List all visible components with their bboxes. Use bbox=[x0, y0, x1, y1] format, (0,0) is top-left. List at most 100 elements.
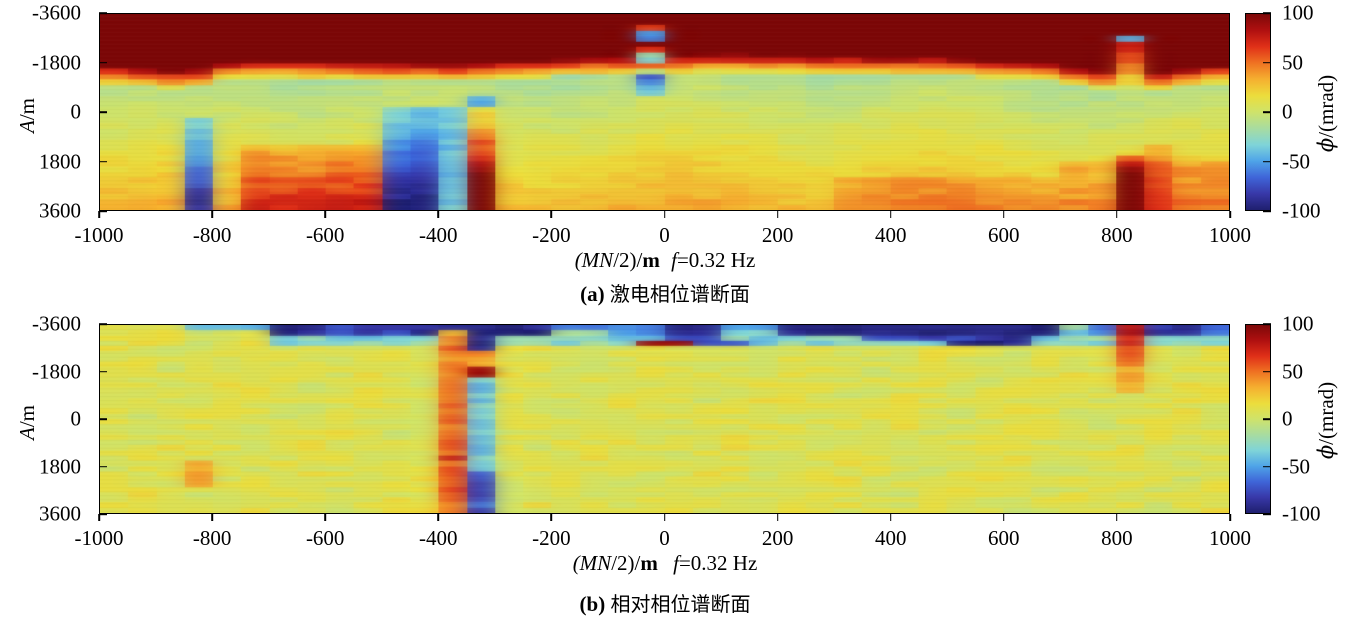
panel-a-heatmap bbox=[99, 13, 1230, 211]
colorbar-tick-mark bbox=[1263, 513, 1271, 515]
colorbar-tick-mark bbox=[1263, 323, 1271, 325]
panel-b-heatmap bbox=[99, 324, 1230, 514]
panel-a-xtick-mark bbox=[1229, 211, 1231, 218]
panel-a-xtick-label: -1000 bbox=[74, 223, 124, 247]
panel-b-xtick-mark bbox=[1003, 514, 1005, 521]
panel-a-ytick-label: 3600 bbox=[39, 198, 81, 223]
panel-a-xtick-mark bbox=[98, 211, 100, 218]
panel-a-y-axis-label: A/m bbox=[15, 98, 39, 133]
panel-b-ytick-mark bbox=[99, 323, 107, 325]
colorbar-tick-label: 100 bbox=[1282, 0, 1314, 25]
colorbar-tick-mark bbox=[1263, 210, 1271, 212]
panel-a-ytick-label: -3600 bbox=[32, 0, 81, 25]
panel-a-xtick-mark bbox=[663, 211, 666, 218]
panel-b-ytick-label: 1800 bbox=[39, 454, 81, 478]
colorbar-tick-mark bbox=[1263, 465, 1271, 468]
panel-a-xtick-mark bbox=[324, 211, 326, 218]
colorbar-tick-label: 50 bbox=[1282, 50, 1303, 74]
panel-b-ytick-label: 3600 bbox=[39, 501, 81, 526]
panel-b-xtick-label: -1000 bbox=[74, 526, 124, 550]
panel-a-caption-prefix: (a) bbox=[580, 282, 605, 306]
colorbar-tick-mark bbox=[1263, 111, 1271, 113]
panel-a-heatmap-canvas bbox=[100, 14, 1229, 210]
panel-b-ytick-label: 0 bbox=[70, 406, 82, 431]
panel-b-xtick-mark bbox=[550, 514, 553, 521]
panel-a-caption-text: 激电相位谱断面 bbox=[609, 282, 750, 306]
panel-b-ytick-label: -3600 bbox=[32, 311, 81, 336]
colorbar-tick-label: -50 bbox=[1282, 149, 1310, 173]
panel-a-ytick-label: 1800 bbox=[39, 149, 81, 173]
panel-b-xtick-label: 400 bbox=[874, 526, 907, 550]
panel-b-xtick-label: -200 bbox=[532, 526, 571, 550]
panel-b-xtick-mark bbox=[211, 514, 213, 521]
panel-b-ytick-mark bbox=[99, 418, 107, 420]
panel-a-xtick-label: -600 bbox=[305, 223, 345, 247]
panel-a-ytick-mark bbox=[99, 61, 107, 64]
panel-a-ytick-mark bbox=[99, 111, 107, 113]
panel-a-xtick-label: 200 bbox=[761, 223, 794, 247]
panel-b-xtick-label: 600 bbox=[988, 526, 1020, 550]
panel-b-caption-text: 相对相位谱断面 bbox=[610, 592, 751, 616]
panel-a-xtick-mark bbox=[1003, 211, 1005, 218]
panel-a-ytick-label: -1800 bbox=[32, 50, 81, 74]
panel-a-xtick-label: 0 bbox=[659, 223, 670, 247]
panel-a-xtick-mark bbox=[550, 211, 553, 218]
panel-b-ytick-mark bbox=[99, 513, 107, 515]
panel-b-xtick-label: -400 bbox=[419, 526, 458, 550]
panel-b-x-axis-label: (MN/2)/m f=0.32 Hz bbox=[572, 551, 758, 575]
panel-b-colorbar-label: ϕ/(mrad) bbox=[1314, 381, 1339, 460]
panel-a-xtick-mark bbox=[211, 211, 213, 218]
colorbar-tick-mark bbox=[1263, 418, 1271, 420]
panel-a-ytick-label: 0 bbox=[70, 99, 82, 124]
panel-b-y-axis-label: A/m bbox=[15, 405, 39, 440]
panel-b-xtick-mark bbox=[437, 514, 440, 521]
panel-b-caption: (b) 相对相位谱断面 bbox=[430, 588, 900, 617]
panel-a-xtick-label: -800 bbox=[192, 223, 232, 247]
panel-a-xtick-mark bbox=[1116, 211, 1118, 218]
panel-a-xtick-mark bbox=[776, 211, 779, 218]
panel-a-caption: (a) 激电相位谱断面 bbox=[430, 278, 900, 307]
panel-a-xtick-label: 400 bbox=[874, 223, 907, 247]
panel-a-ytick-mark bbox=[99, 160, 107, 163]
panel-a-x-axis-label: (MN/2)/m f=0.32 Hz bbox=[574, 248, 756, 272]
colorbar-tick-label: -50 bbox=[1282, 454, 1310, 478]
panel-b-xtick-mark bbox=[1116, 514, 1118, 521]
panel-b-xtick-label: 1000 bbox=[1209, 526, 1251, 550]
panel-b-xtick-label: -800 bbox=[192, 526, 232, 550]
colorbar-tick-label: 100 bbox=[1282, 311, 1314, 336]
panel-a-ytick-mark bbox=[99, 12, 107, 14]
panel-b-xtick-label: 800 bbox=[1101, 526, 1133, 550]
panel-b-xtick-label: 200 bbox=[761, 526, 794, 550]
panel-b-caption-prefix: (b) bbox=[579, 592, 606, 616]
colorbar-tick-mark bbox=[1263, 370, 1271, 373]
colorbar-tick-label: 0 bbox=[1282, 406, 1293, 431]
panel-b-xtick-mark bbox=[663, 514, 666, 521]
panel-a-xtick-mark bbox=[437, 211, 440, 218]
panel-b-colorbar: 100 50 0 -50 -100 ϕ/(mrad) bbox=[1245, 313, 1338, 524]
panel-b-xtick-label: 0 bbox=[659, 526, 670, 550]
panel-b-heatmap-canvas bbox=[100, 325, 1229, 513]
colorbar-tick-label: -100 bbox=[1282, 501, 1321, 526]
panel-a-xtick-label: 600 bbox=[988, 223, 1020, 247]
colorbar-tick-mark bbox=[1263, 61, 1271, 64]
panel-a-ytick-mark bbox=[99, 210, 107, 212]
panel-b-xtick-mark bbox=[98, 514, 100, 521]
colorbar-tick-mark bbox=[1263, 160, 1271, 163]
panel-b-ytick-mark bbox=[99, 465, 107, 468]
panel-a-xtick-label: -400 bbox=[419, 223, 458, 247]
colorbar-tick-mark bbox=[1263, 12, 1271, 14]
panel-b-xtick-label: -600 bbox=[305, 526, 345, 550]
panel-a-colorbar-label: ϕ/(mrad) bbox=[1314, 74, 1339, 153]
colorbar-tick-label: -100 bbox=[1282, 198, 1321, 223]
panel-b-xtick-mark bbox=[889, 514, 892, 521]
colorbar-tick-label: 0 bbox=[1282, 99, 1293, 124]
panel-a-xtick-label: 1000 bbox=[1209, 223, 1251, 247]
panel-b-ytick-label: -1800 bbox=[32, 359, 81, 383]
colorbar-tick-label: 50 bbox=[1282, 359, 1303, 383]
panel-b-xtick-mark bbox=[776, 514, 779, 521]
panel-b-xtick-mark bbox=[1229, 514, 1231, 521]
panel-b-xtick-mark bbox=[324, 514, 326, 521]
panel-a-xtick-label: -200 bbox=[532, 223, 571, 247]
panel-a-colorbar: 100 50 0 -50 -100 ϕ/(mrad) bbox=[1245, 2, 1338, 221]
